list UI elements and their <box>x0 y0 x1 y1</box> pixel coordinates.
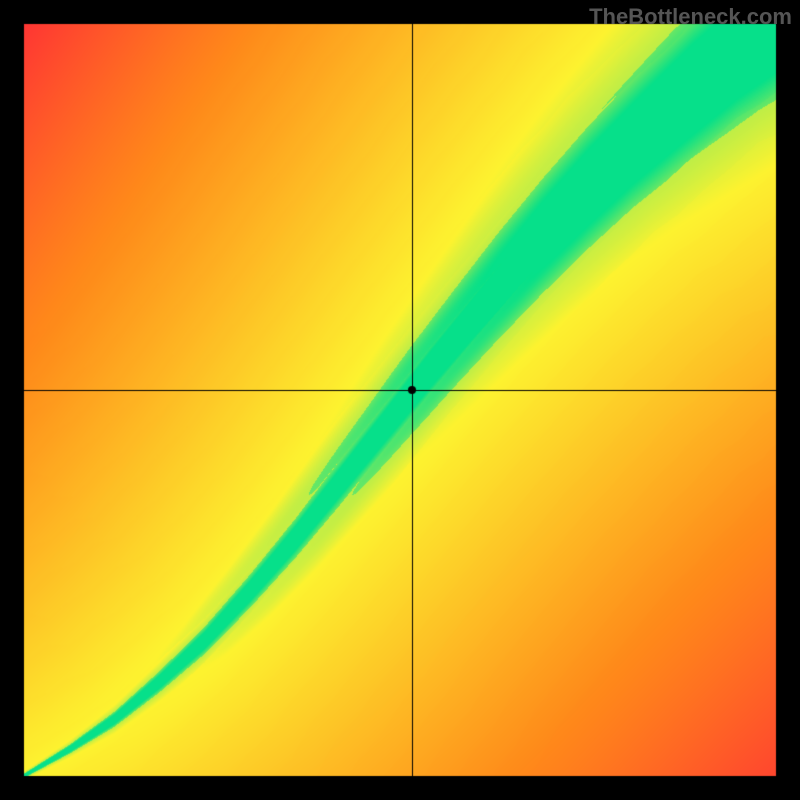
chart-container: TheBottleneck.com <box>0 0 800 800</box>
bottleneck-heatmap <box>0 0 800 800</box>
attribution-label: TheBottleneck.com <box>589 4 792 30</box>
